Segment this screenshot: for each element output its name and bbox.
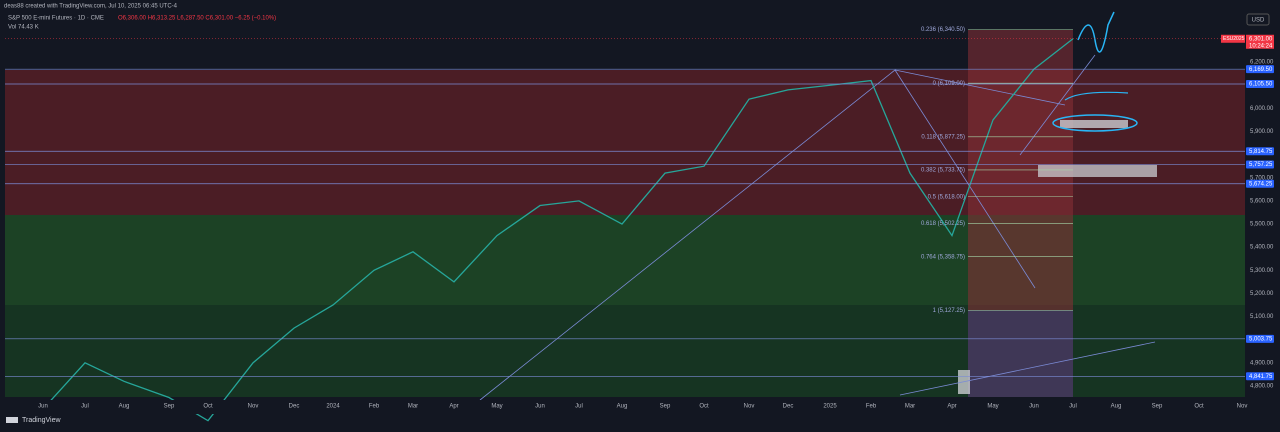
time-label: Sep <box>660 404 671 410</box>
price-tick-label: 5,100.00 <box>1250 314 1274 320</box>
trend-line <box>479 69 896 401</box>
price-tag-label: 5,003.75 <box>1249 336 1273 342</box>
trend-line <box>894 69 1036 289</box>
credit: deas88 created with TradingView.com, Jul… <box>4 4 178 10</box>
time-label: May <box>491 404 502 410</box>
time-label: Jun <box>535 404 545 410</box>
countdown: 10:24:24 <box>1249 43 1273 49</box>
last-tag <box>1221 34 1245 43</box>
fib-label: 0.5 (5,618.00) <box>928 194 965 200</box>
price-tick-label: 6,000.00 <box>1250 106 1274 112</box>
price-tick-label: 5,200.00 <box>1250 291 1274 297</box>
time-label: 2025 <box>823 404 837 410</box>
last-price-tag <box>1246 34 1274 49</box>
time-label: Oct <box>203 404 213 410</box>
time-label: Oct <box>699 404 709 410</box>
time-label: Aug <box>1111 404 1122 410</box>
fib-label: 0.118 (5,877.25) <box>921 134 965 140</box>
gap-box <box>1060 120 1128 128</box>
fib-label: 0.764 (5,358.75) <box>921 254 965 260</box>
price-tick-label: 5,400.00 <box>1250 245 1274 251</box>
fib-label: 0.382 (5,733.75) <box>921 168 965 174</box>
fib-label: 1 (5,127.25) <box>933 308 965 314</box>
logo <box>6 417 18 423</box>
time-label: Nov <box>744 404 755 410</box>
drawing <box>1077 11 1115 53</box>
last-symbol: ESU2025 <box>1223 36 1245 42</box>
last-price: 6,301.00 <box>1249 36 1273 42</box>
price-tag-label: 4,841.75 <box>1249 374 1273 380</box>
time-label: Feb <box>369 404 380 410</box>
price-tag <box>1246 334 1274 343</box>
time-label: 2024 <box>326 404 340 410</box>
time-label: Jun <box>38 404 48 410</box>
price-tag <box>1246 147 1274 156</box>
trend-line <box>1019 54 1096 156</box>
trend-line <box>894 69 1066 106</box>
time-label: Jul <box>1069 404 1077 410</box>
time-label: Sep <box>164 404 175 410</box>
price-tag <box>1246 179 1274 188</box>
price-tick-label: 5,700.00 <box>1250 175 1274 181</box>
price-tag-label: 6,105.50 <box>1249 82 1273 88</box>
purple-box <box>968 310 1073 397</box>
price-tick-label: 5,600.00 <box>1250 198 1274 204</box>
price-tick-label: 5,300.00 <box>1250 268 1274 274</box>
currency: USD <box>1252 18 1265 24</box>
time-label: Jul <box>81 404 89 410</box>
highlight-ellipse <box>1052 114 1138 132</box>
currency-box <box>1246 13 1270 26</box>
price-tag <box>1246 160 1274 169</box>
time-label: Apr <box>947 404 956 410</box>
brand: TradingView <box>22 417 61 424</box>
price-tag <box>1246 372 1274 381</box>
price-tick-label: 6,200.00 <box>1250 60 1274 66</box>
time-axis <box>0 400 1280 414</box>
price-tick-label: 4,800.00 <box>1250 384 1274 390</box>
time-label: May <box>987 404 998 410</box>
price-tag-label: 6,169.50 <box>1249 67 1273 73</box>
gap-box <box>1038 165 1157 177</box>
price-tag <box>1246 79 1274 88</box>
time-label: Oct <box>1194 404 1204 410</box>
fib-label: 0.236 (6,340.50) <box>921 27 965 33</box>
time-label: Feb <box>866 404 877 410</box>
time-label: Mar <box>408 404 418 410</box>
trend-line <box>899 341 1156 396</box>
time-label: Jul <box>575 404 583 410</box>
time-label: Dec <box>783 404 794 410</box>
price-tick-label: 5,500.00 <box>1250 222 1274 228</box>
time-label: Apr <box>449 404 458 410</box>
ohlc: O6,306.00 H6,313.25 L6,287.50 C6,301.00 … <box>118 16 276 22</box>
price-tag-label: 5,674.25 <box>1249 181 1273 187</box>
price-tag-label: 5,757.25 <box>1249 162 1273 168</box>
price-tick-label: 4,900.00 <box>1250 360 1274 366</box>
time-label: Mar <box>905 404 915 410</box>
symbol: S&P 500 E-mini Futures · 1D · CME <box>8 16 104 22</box>
price-tag <box>1246 65 1274 74</box>
drawing <box>1064 91 1129 101</box>
time-label: Nov <box>248 404 259 410</box>
time-label: Nov <box>1237 404 1248 410</box>
time-label: Dec <box>289 404 300 410</box>
time-label: Aug <box>617 404 628 410</box>
price-tag-label: 5,814.75 <box>1249 149 1273 155</box>
fib-label: 0.618 (5,502.25) <box>921 221 965 227</box>
volume: Vol 74.43 K <box>8 25 39 31</box>
price-tick-label: 5,900.00 <box>1250 129 1274 135</box>
time-label: Aug <box>119 404 130 410</box>
time-label: Jun <box>1029 404 1039 410</box>
time-label: Sep <box>1152 404 1163 410</box>
